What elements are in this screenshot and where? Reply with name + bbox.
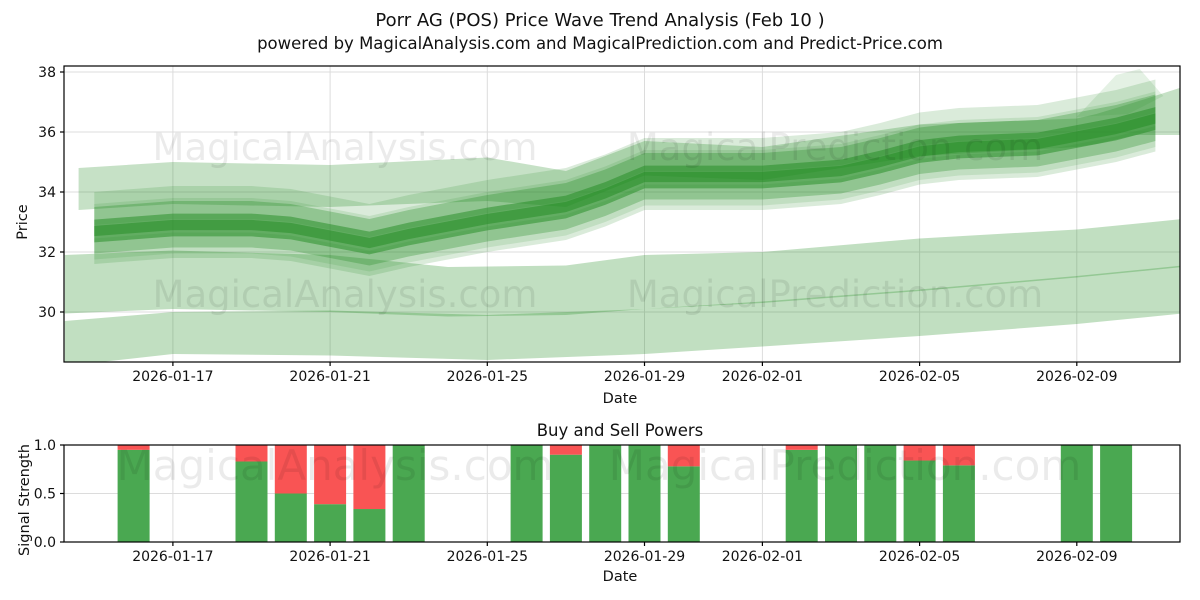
date-axis-label-bottom: Date (602, 569, 638, 585)
date-axis-label-top: Date (602, 391, 638, 407)
sell-bar (549, 445, 582, 455)
price-axis-label: Price (15, 204, 31, 240)
buy-bar (589, 445, 622, 542)
bar-2026-01-16 (117, 445, 150, 542)
watermarks: MagicalAnalysis.com MagicalPrediction.com… (117, 126, 1082, 490)
buy-bar (864, 445, 897, 542)
x-tick-label: 2026-01-29 (604, 549, 685, 565)
x-tick-label: 2026-01-25 (447, 549, 528, 565)
overshoot-wisp (1076, 69, 1164, 117)
bar-2026-02-02 (785, 445, 818, 542)
figure-title: Porr AG (POS) Price Wave Trend Analysis … (375, 10, 825, 31)
echo-lower (94, 126, 1156, 272)
bar-2026-01-28 (589, 445, 622, 542)
y-tick-label: 1.0 (34, 438, 56, 454)
buy-sell-bars (117, 445, 1133, 542)
x-tick-label: 2026-02-05 (879, 369, 960, 385)
buy-bar (825, 445, 857, 542)
y-tick-label: 0.0 (34, 535, 56, 551)
x-tick-label: 2026-01-25 (447, 369, 528, 385)
echo-upper (94, 91, 1156, 237)
sell-bar (903, 445, 936, 461)
x-tick-label: 2026-01-17 (132, 369, 213, 385)
bar-2026-02-06 (942, 445, 975, 542)
x-tick-label: 2026-02-09 (1036, 369, 1117, 385)
lower-light-band (64, 219, 1180, 317)
bar-2026-02-05 (903, 445, 936, 542)
buy-bar (628, 445, 661, 542)
buy-bar (353, 509, 386, 542)
x-tick-label: 2026-01-29 (604, 369, 685, 385)
bar-2026-01-29 (628, 445, 661, 542)
sell-bar (314, 445, 347, 505)
x-tick-label: 2026-01-21 (289, 549, 370, 565)
signal-axes: 0.0 0.5 1.0 2026-01-17 2026-01-21 2026-01-25 2… (34, 438, 1181, 565)
bar-2026-01-30 (667, 445, 700, 542)
watermark-text: MagicalPrediction.com (627, 126, 1043, 169)
y-tick-label: 0.5 (34, 487, 56, 503)
bar-2026-01-23 (392, 445, 425, 542)
buy-bar (942, 465, 975, 542)
bar-2026-01-21 (314, 445, 347, 542)
x-tick-label: 2026-02-05 (879, 549, 960, 565)
bar-2026-01-20 (274, 445, 307, 542)
bar-2026-01-26 (510, 445, 543, 542)
y-tick-label: 36 (38, 125, 56, 141)
watermark-text: MagicalPrediction.com (609, 441, 1082, 490)
y-tick-label: 38 (38, 65, 56, 81)
buy-bar (667, 466, 700, 542)
sell-bar (117, 445, 150, 450)
sell-bar (353, 445, 386, 510)
buy-bar (314, 504, 347, 542)
watermark-text: MagicalPrediction.com (627, 273, 1043, 316)
sell-bar (274, 445, 307, 494)
bar-2026-01-19 (235, 445, 268, 542)
buy-bar (392, 445, 425, 542)
bar-2026-01-27 (549, 445, 582, 542)
bar-2026-01-22 (353, 445, 386, 542)
core-inner (94, 113, 1156, 249)
bar-2026-02-04 (864, 445, 897, 542)
y-tick-label: 32 (38, 245, 56, 261)
watermark-text: MagicalAnalysis.com (153, 273, 538, 316)
x-tick-label: 2026-02-01 (722, 369, 803, 385)
buy-bar (510, 445, 543, 542)
buy-bar (235, 461, 268, 542)
buy-bar (1060, 445, 1093, 542)
watermark-text: MagicalAnalysis.com (117, 441, 554, 490)
price-wave-bands (64, 69, 1180, 362)
signal-strength-axis-label: Signal Strength (17, 444, 33, 556)
sell-bar (235, 445, 268, 462)
buy-bar (785, 449, 818, 542)
sell-bar (942, 445, 975, 466)
x-tick-label: 2026-01-17 (132, 549, 213, 565)
buy-bar (274, 493, 307, 542)
figure-subtitle: powered by MagicalAnalysis.com and Magic… (257, 34, 943, 53)
buy-bar (903, 460, 936, 542)
bar-2026-02-10 (1100, 445, 1133, 542)
upper-light-band (78, 87, 1180, 210)
bottom-light-band (64, 265, 1180, 362)
buy-sell-chart-title: Buy and Sell Powers (536, 421, 704, 440)
bar-2026-02-03 (825, 445, 857, 542)
price-axes: 30 32 34 36 38 2026-01-17 2026-01-21 2026-01-25… (38, 65, 1181, 385)
x-tick-label: 2026-02-01 (722, 549, 803, 565)
sell-bar (785, 445, 818, 450)
watermark-text: MagicalAnalysis.com (153, 126, 538, 169)
buy-bar (1100, 445, 1133, 542)
sell-bar (667, 445, 700, 467)
y-tick-label: 34 (38, 185, 56, 201)
bar-2026-02-09 (1060, 445, 1093, 542)
y-tick-label: 30 (38, 305, 56, 321)
buy-bar (549, 454, 582, 542)
x-tick-label: 2026-02-09 (1036, 549, 1117, 565)
x-tick-label: 2026-01-21 (289, 369, 370, 385)
buy-bar (117, 449, 150, 542)
